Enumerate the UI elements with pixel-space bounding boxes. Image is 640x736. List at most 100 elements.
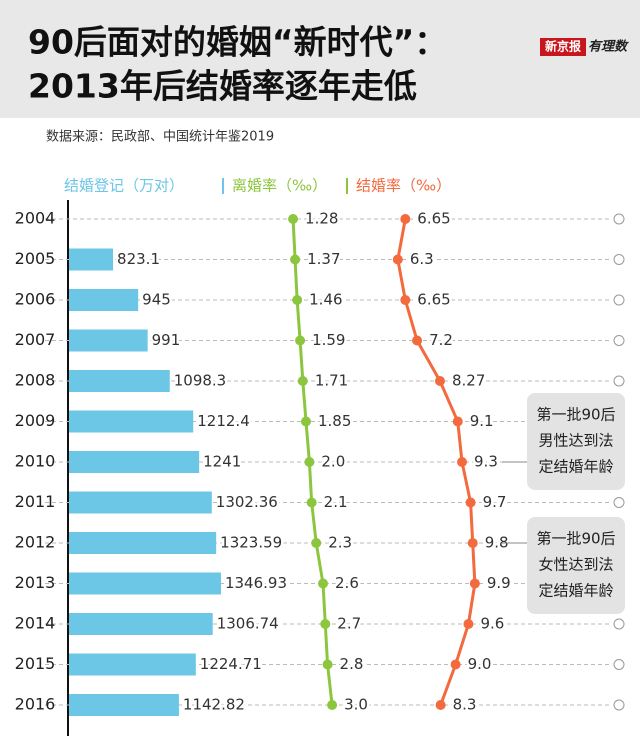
value-label: 1.59 — [312, 331, 345, 349]
bar — [69, 289, 139, 311]
point — [311, 538, 322, 548]
row-end — [613, 497, 625, 508]
value-label: 945 — [142, 291, 171, 309]
point — [295, 335, 306, 346]
point — [392, 254, 403, 265]
y-tick-label: 2009 — [15, 411, 56, 430]
bar — [69, 451, 200, 473]
y-tick-label: 2015 — [15, 654, 56, 673]
value-label: 1212.4 — [197, 412, 250, 430]
value-label: 991 — [152, 331, 181, 349]
point — [327, 700, 338, 710]
value-label: 6.65 — [417, 291, 450, 309]
point — [292, 295, 303, 305]
value-label: 3.0 — [344, 696, 368, 714]
y-tick-label: 2005 — [15, 249, 56, 268]
point — [300, 416, 311, 427]
value-label: 9.0 — [468, 655, 492, 673]
point — [434, 376, 445, 386]
bar — [69, 613, 213, 635]
point — [467, 538, 478, 548]
point — [412, 335, 423, 346]
annotation: 第一批90后 — [536, 530, 615, 548]
chart-title: 2013年后结婚率逐年走低 — [28, 67, 417, 106]
brand: 有理数 — [588, 39, 629, 55]
source: 数据来源：民政部、中国统计年鉴2019 — [46, 130, 274, 145]
value-label: 2.7 — [337, 615, 361, 633]
row-end — [613, 618, 625, 630]
point — [306, 497, 317, 508]
point — [400, 295, 411, 305]
y-tick-label: 2012 — [15, 533, 56, 552]
value-label: 8.27 — [452, 372, 485, 390]
bar — [69, 532, 217, 554]
value-label: 1142.82 — [183, 696, 245, 714]
value-label: 9.9 — [487, 574, 511, 592]
value-label: 1323.59 — [220, 534, 282, 552]
value-label: 1.37 — [307, 250, 340, 268]
y-tick-label: 2010 — [15, 452, 56, 471]
value-label: 1306.74 — [217, 615, 279, 633]
annotation: 男性达到法 — [538, 432, 613, 450]
row-end — [613, 294, 625, 306]
point — [469, 578, 480, 589]
legend-label: 结婚登记（万对） — [64, 177, 184, 195]
y-tick-label: 2007 — [15, 330, 56, 349]
bar — [69, 410, 194, 433]
value-label: 1302.36 — [216, 493, 278, 511]
brand: 新京报 — [545, 39, 581, 54]
point — [318, 578, 329, 589]
point — [297, 376, 308, 386]
value-label: 6.65 — [417, 210, 450, 228]
value-label: 1241 — [203, 453, 241, 471]
bar — [69, 329, 148, 352]
point — [452, 416, 463, 427]
row-end — [613, 699, 625, 711]
value-label: 6.3 — [410, 250, 434, 268]
chart-title: 90后面对的婚姻“新时代”： — [28, 23, 447, 62]
value-label: 2.6 — [335, 574, 359, 592]
point — [304, 457, 315, 467]
annotation-box — [527, 393, 625, 490]
point — [290, 254, 301, 265]
value-label: 1.46 — [309, 291, 342, 309]
point — [435, 700, 446, 710]
row-end — [613, 659, 625, 670]
value-label: 1.85 — [318, 412, 351, 430]
y-tick-label: 2004 — [15, 209, 56, 228]
value-label: 9.3 — [474, 453, 498, 471]
value-label: 9.7 — [483, 493, 507, 511]
bar — [69, 248, 114, 271]
y-tick-label: 2008 — [15, 371, 56, 390]
annotation: 第一批90后 — [536, 406, 615, 424]
row-end — [613, 375, 625, 387]
y-tick-label: 2006 — [15, 290, 56, 309]
legend-label: 离婚率（‰） — [232, 177, 327, 195]
legend-label: 结婚率（‰） — [356, 177, 451, 195]
row-end — [613, 254, 625, 265]
row-end — [613, 213, 625, 225]
point — [320, 619, 331, 629]
row-end — [613, 335, 625, 346]
value-label: 2.8 — [340, 655, 364, 673]
annotation: 女性达到法 — [538, 556, 613, 574]
bar — [69, 491, 212, 514]
y-tick-label: 2014 — [15, 614, 56, 633]
point — [450, 659, 461, 670]
value-label: 9.1 — [470, 412, 494, 430]
value-label: 823.1 — [117, 250, 160, 268]
point — [465, 497, 476, 508]
bar — [69, 694, 179, 716]
value-label: 2.0 — [321, 453, 345, 471]
annotation: 定结婚年龄 — [538, 582, 613, 600]
value-label: 1.28 — [305, 210, 338, 228]
point — [463, 619, 474, 629]
bar — [69, 370, 170, 392]
point — [457, 457, 468, 467]
value-label: 1098.3 — [174, 372, 227, 390]
y-tick-label: 2016 — [15, 695, 56, 714]
y-tick-label: 2013 — [15, 573, 56, 592]
value-label: 9.6 — [480, 615, 504, 633]
value-label: 9.8 — [485, 534, 509, 552]
